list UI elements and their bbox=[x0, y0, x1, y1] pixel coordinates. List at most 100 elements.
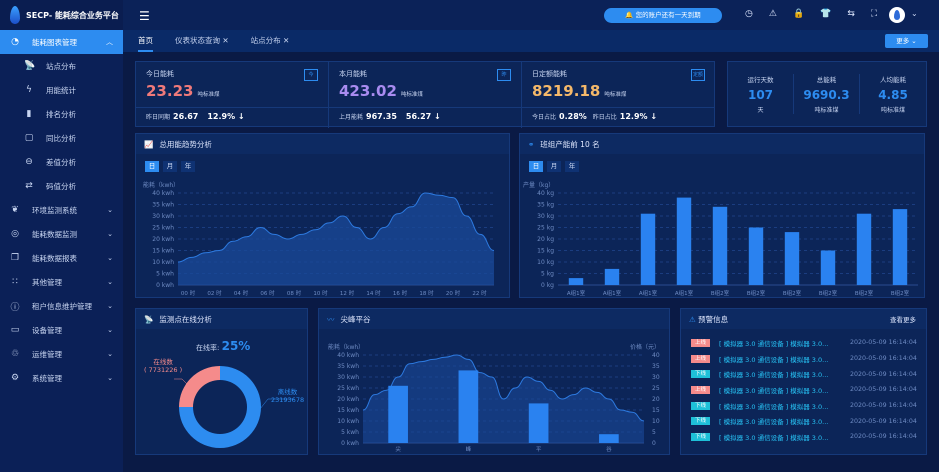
period-button[interactable]: 日 bbox=[529, 161, 543, 172]
y-tick-label: 5 kwh bbox=[156, 271, 174, 278]
alarm-row[interactable]: 下线 [ 模拟器 3.0 通信设备 ] 模拟器 3.0... 2020-05-09 … bbox=[681, 413, 926, 429]
bar bbox=[856, 213, 872, 285]
y-tick-label: 30 kwh bbox=[337, 374, 359, 381]
expiry-notice[interactable]: 🔔 您的账户还有一天到期 bbox=[604, 8, 722, 23]
sidebar-item[interactable]: ◔ 能耗图表管理 ︿ bbox=[0, 30, 123, 54]
antenna-icon: 📡 bbox=[24, 61, 36, 71]
shirt-icon[interactable]: 👕 bbox=[820, 9, 832, 19]
panel-title: 监测点在线分析 bbox=[159, 314, 212, 324]
antenna-icon: 📡 bbox=[144, 314, 154, 324]
kpi-value: 4.85 bbox=[878, 88, 908, 102]
view-more-link[interactable]: 查看更多 bbox=[890, 316, 916, 324]
x-tick-label: 平 bbox=[536, 446, 542, 453]
fullscreen-icon[interactable]: ⛶ bbox=[870, 9, 878, 19]
sidebar-item[interactable]: ❦ 环境监测系统 ⌄ bbox=[0, 198, 123, 222]
alarm-row[interactable]: 上线 [ 模拟器 3.0 通信设备 ] 模拟器 3.0... 2020-05-09 … bbox=[681, 351, 926, 367]
y-tick-label: 20 kwh bbox=[152, 236, 174, 243]
sidebar-item[interactable]: ▭ 设备管理 ⌄ bbox=[0, 318, 123, 342]
more-tabs-button[interactable]: 更多 ⌄ bbox=[885, 34, 928, 48]
sidebar-item[interactable]: ⓘ 租户信息维护管理 ⌄ bbox=[0, 294, 123, 318]
sidebar-item-label: 设备管理 bbox=[32, 325, 62, 335]
user-menu-chevron-icon[interactable]: ⌄ bbox=[911, 9, 918, 18]
tab[interactable]: 仪表状态查询 ✕ bbox=[175, 30, 229, 52]
period-button[interactable]: 月 bbox=[547, 161, 561, 172]
x-tick-label: 18 时 bbox=[419, 289, 434, 297]
y-tick-label: 25 kwh bbox=[152, 225, 174, 232]
period-button[interactable]: 年 bbox=[181, 161, 195, 172]
notice-text: 您的账户还有一天到期 bbox=[635, 11, 701, 19]
compare-value: 12.9% ↓ bbox=[207, 112, 245, 121]
x-tick-label: 02 时 bbox=[207, 289, 222, 297]
x-tick-label: B组2室 bbox=[891, 289, 910, 297]
sidebar-item[interactable]: ◎ 能耗数据监测 ⌄ bbox=[0, 222, 123, 246]
compare-value: 56.27 ↓ bbox=[405, 112, 441, 121]
alarm-row[interactable]: 下线 [ 模拟器 3.0 通信设备 ] 模拟器 3.0... 2020-05-09 … bbox=[681, 366, 926, 382]
alarm-row[interactable]: 下线 [ 模拟器 3.0 通信设备 ] 模拟器 3.0... 2020-05-09 … bbox=[681, 398, 926, 414]
sidebar-item[interactable]: ⊖ 差值分析 bbox=[0, 150, 123, 174]
header-toolbar: ◷ ⚠ 🔒 👕 ⇆ ⛶ bbox=[745, 9, 877, 19]
sidebar-item[interactable]: ⚙ 系统管理 ⌄ bbox=[0, 366, 123, 390]
rate-label: 在线率: bbox=[196, 344, 220, 352]
alarm-row[interactable]: 下线 [ 模拟器 3.0 通信设备 ] 模拟器 3.0... 2020-05-09 … bbox=[681, 429, 926, 445]
chevron-up-icon: ︿ bbox=[106, 38, 113, 46]
sidebar-item-label: 用能统计 bbox=[46, 85, 76, 95]
period-button[interactable]: 月 bbox=[163, 161, 177, 172]
bar bbox=[892, 209, 908, 285]
x-tick-label: 04 时 bbox=[234, 289, 249, 297]
stat-unit: 吨标准煤 bbox=[197, 92, 220, 98]
tab[interactable]: 站点分布 ✕ bbox=[251, 30, 290, 52]
close-icon[interactable]: ✕ bbox=[280, 36, 290, 45]
alarm-row[interactable]: 上线 [ 模拟器 3.0 通信设备 ] 模拟器 3.0... 2020-05-09 … bbox=[681, 382, 926, 398]
online-rate: 在线率: 25% bbox=[196, 339, 250, 353]
sidebar-item[interactable]: ♲ 运维管理 ⌄ bbox=[0, 342, 123, 366]
online-panel: 📡 监测点在线分析 在线率: 25% 在线数( 7731226 ) 离线数 2319… bbox=[135, 308, 308, 455]
line-chart-icon: 📈 bbox=[144, 139, 154, 149]
sidebar-item[interactable]: ⇄ 码值分析 bbox=[0, 174, 123, 198]
square-icon: ▢ bbox=[24, 133, 34, 143]
dashboard-icon[interactable]: ◷ bbox=[745, 9, 753, 19]
warning-icon[interactable]: ⚠ bbox=[768, 9, 777, 19]
bar bbox=[784, 232, 800, 285]
sidebar-item[interactable]: ∷ 其他管理 ⌄ bbox=[0, 270, 123, 294]
period-button[interactable]: 日 bbox=[145, 161, 159, 172]
alarm-message: [ 模拟器 3.0 通信设备 ] 模拟器 3.0... bbox=[719, 355, 829, 364]
sidebar-item[interactable]: ▢ 同比分析 bbox=[0, 126, 123, 150]
alarm-row[interactable]: 上线 [ 模拟器 3.0 通信设备 ] 模拟器 3.0... 2020-05-09 … bbox=[681, 335, 926, 351]
sidebar-item[interactable]: ▮ 排名分析 bbox=[0, 102, 123, 126]
y-tick-label: 10 kwh bbox=[337, 418, 359, 425]
alarm-message: [ 模拟器 3.0 通信设备 ] 模拟器 3.0... bbox=[719, 371, 829, 380]
sidebar-item[interactable]: ❐ 能耗数据报表 ⌄ bbox=[0, 246, 123, 270]
status-badge: 上线 bbox=[691, 338, 710, 347]
monitor-icon: ▭ bbox=[10, 325, 20, 335]
x-tick-label: B组2室 bbox=[711, 289, 730, 297]
kpi-value: 107 bbox=[747, 88, 774, 102]
y-axis-label: 能耗（kwh） bbox=[328, 343, 364, 351]
compare-label: 昨日占比 bbox=[592, 114, 617, 121]
bar bbox=[640, 213, 656, 285]
y-tick-label: 15 kwh bbox=[152, 248, 174, 255]
price-line bbox=[362, 354, 645, 422]
bar bbox=[528, 403, 549, 443]
x-tick-label: 08 时 bbox=[287, 289, 302, 297]
close-icon[interactable]: ✕ bbox=[220, 36, 229, 45]
avatar[interactable] bbox=[889, 7, 905, 23]
x-tick-label: 尖 bbox=[395, 445, 401, 453]
bar bbox=[712, 206, 728, 285]
tab[interactable]: 首页 bbox=[138, 30, 153, 52]
y-tick-label: 20 kg bbox=[537, 236, 554, 243]
sidebar-item[interactable]: ϟ 用能统计 bbox=[0, 78, 123, 102]
translate-icon[interactable]: ⇆ bbox=[847, 9, 855, 19]
bar bbox=[676, 197, 692, 285]
lock-icon[interactable]: 🔒 bbox=[792, 9, 805, 19]
menu-toggle-icon[interactable]: ☰ bbox=[139, 9, 150, 23]
app-logo[interactable]: SECP- 能耗综合业务平台 bbox=[0, 0, 123, 30]
y-tick-label: 40 kwh bbox=[152, 190, 174, 197]
y2-tick-label: 35 bbox=[652, 363, 660, 370]
kpi-item: 运行天数 107 天 bbox=[728, 74, 794, 114]
gear-icon: ⚙ bbox=[10, 373, 20, 383]
period-button[interactable]: 年 bbox=[565, 161, 579, 172]
sidebar-item[interactable]: 📡 站点分布 bbox=[0, 54, 123, 78]
recycle-icon: ♲ bbox=[10, 349, 20, 359]
panel-title: 预警信息 bbox=[698, 314, 729, 324]
peak-panel: 〰尖峰平谷 0 kwh 5 kwh 10 kwh 15 kwh 20 kwh 25 kwh… bbox=[318, 308, 670, 455]
